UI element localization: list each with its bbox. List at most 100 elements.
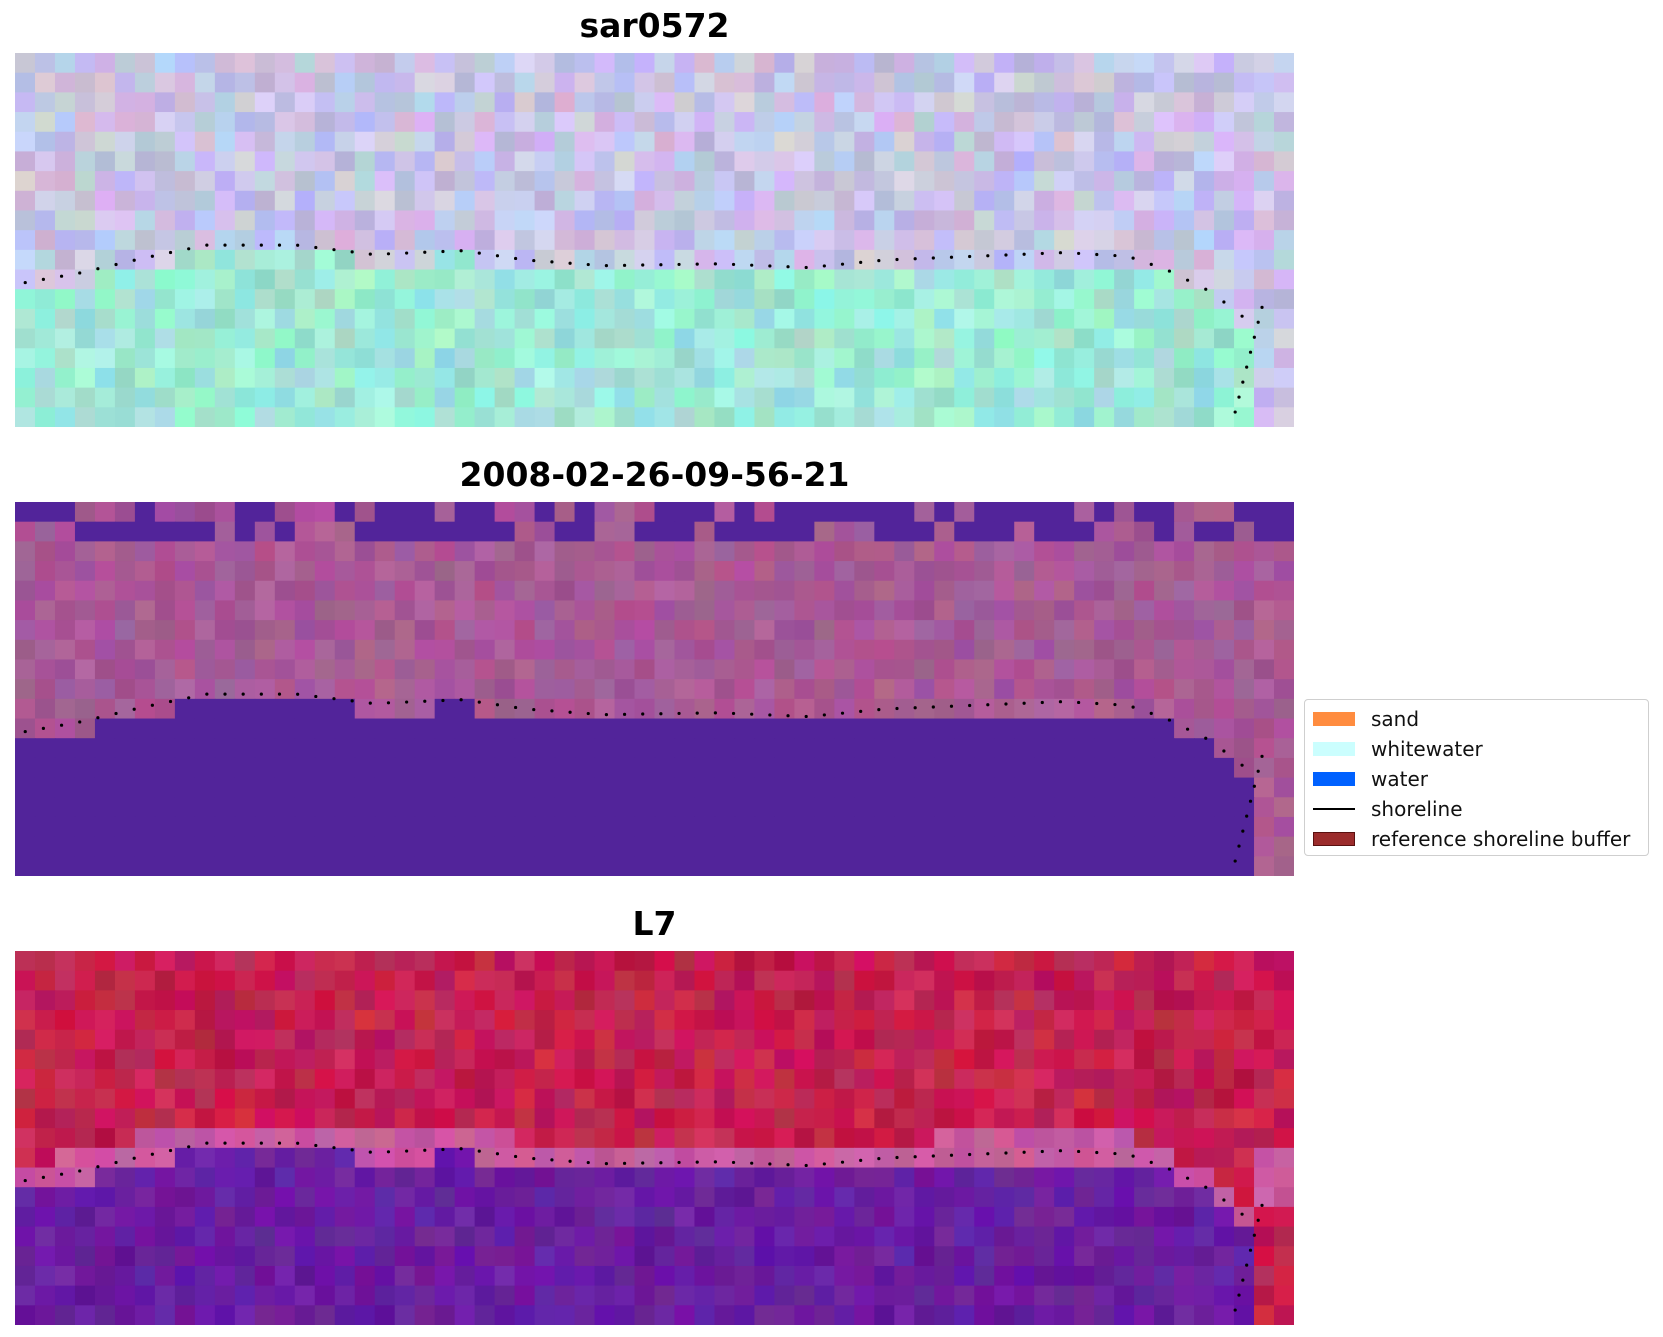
image-pixel bbox=[1034, 407, 1055, 427]
image-pixel bbox=[914, 1010, 935, 1031]
image-pixel bbox=[654, 289, 676, 310]
image-pixel bbox=[1234, 1147, 1255, 1169]
image-pixel bbox=[154, 112, 176, 133]
image-pixel bbox=[1234, 289, 1255, 310]
image-pixel bbox=[654, 659, 676, 680]
image-pixel bbox=[714, 970, 736, 991]
image-pixel bbox=[814, 502, 835, 523]
shoreline-dot bbox=[150, 1152, 154, 1156]
image-pixel bbox=[234, 249, 256, 271]
image-pixel bbox=[1194, 541, 1215, 562]
image-pixel bbox=[734, 151, 756, 172]
image-pixel bbox=[74, 639, 96, 661]
shoreline-dot bbox=[550, 260, 554, 264]
shoreline-dot bbox=[205, 692, 209, 696]
image-pixel bbox=[694, 407, 716, 427]
image-pixel bbox=[974, 561, 995, 582]
shoreline-dot bbox=[1095, 701, 1099, 706]
image-pixel bbox=[654, 269, 676, 290]
image-pixel bbox=[694, 797, 716, 818]
image-pixel bbox=[414, 757, 436, 779]
shoreline-dot bbox=[877, 1157, 881, 1161]
image-pixel bbox=[974, 836, 995, 857]
shoreline-dot bbox=[386, 252, 391, 256]
image-pixel bbox=[794, 1069, 815, 1090]
image-pixel bbox=[994, 131, 1015, 153]
image-pixel bbox=[1274, 698, 1294, 720]
image-pixel bbox=[1114, 777, 1135, 798]
image-pixel bbox=[1234, 856, 1255, 876]
image-pixel bbox=[1014, 289, 1035, 310]
image-pixel bbox=[594, 407, 616, 427]
image-pixel bbox=[494, 269, 516, 290]
image-pixel bbox=[934, 1305, 955, 1325]
image-pixel bbox=[514, 856, 536, 876]
image-pixel bbox=[674, 387, 696, 408]
image-pixel bbox=[494, 1147, 516, 1169]
image-pixel bbox=[1254, 718, 1275, 739]
image-pixel bbox=[574, 230, 596, 251]
image-pixel bbox=[434, 131, 456, 153]
image-pixel bbox=[1094, 1305, 1115, 1325]
image-pixel bbox=[394, 387, 416, 408]
image-pixel bbox=[1094, 718, 1115, 739]
image-pixel bbox=[534, 1285, 556, 1306]
image-pixel bbox=[534, 600, 556, 621]
image-pixel bbox=[914, 269, 935, 290]
image-pixel bbox=[674, 210, 696, 231]
shoreline-dot bbox=[1256, 320, 1260, 324]
image-pixel bbox=[15, 620, 36, 641]
image-pixel bbox=[894, 1265, 915, 1287]
image-pixel bbox=[574, 1167, 596, 1188]
image-pixel bbox=[274, 171, 296, 192]
image-pixel bbox=[1134, 836, 1155, 857]
image-pixel bbox=[1174, 990, 1195, 1011]
image-pixel bbox=[874, 1285, 895, 1306]
image-pixel bbox=[15, 951, 36, 972]
image-pixel bbox=[714, 561, 736, 582]
image-pixel bbox=[774, 112, 795, 133]
image-pixel bbox=[814, 131, 835, 153]
image-pixel bbox=[414, 1128, 436, 1149]
image-pixel bbox=[334, 580, 356, 602]
image-pixel bbox=[554, 620, 576, 641]
image-pixel bbox=[614, 249, 636, 271]
image-pixel bbox=[234, 1167, 256, 1188]
image-pixel bbox=[374, 718, 396, 739]
image-pixel bbox=[1014, 639, 1035, 661]
image-pixel bbox=[614, 990, 636, 1011]
image-pixel bbox=[114, 951, 136, 972]
shoreline-dot bbox=[1040, 251, 1044, 256]
image-pixel bbox=[514, 249, 536, 271]
image-pixel bbox=[534, 53, 556, 74]
image-pixel bbox=[554, 1128, 576, 1149]
image-pixel bbox=[454, 328, 476, 349]
image-pixel bbox=[374, 269, 396, 290]
image-pixel bbox=[534, 367, 556, 389]
image-pixel bbox=[574, 1108, 596, 1129]
image-pixel bbox=[414, 171, 436, 192]
image-pixel bbox=[714, 639, 736, 661]
image-pixel bbox=[634, 171, 656, 192]
image-pixel bbox=[294, 210, 316, 231]
image-pixel bbox=[1114, 387, 1135, 408]
shoreline-dot bbox=[840, 711, 845, 715]
image-pixel bbox=[94, 367, 116, 389]
shoreline-dot bbox=[768, 1162, 772, 1166]
image-pixel bbox=[914, 679, 935, 700]
image-pixel bbox=[1014, 502, 1035, 523]
image-pixel bbox=[1114, 1246, 1135, 1267]
shoreline-dot bbox=[1256, 769, 1260, 773]
image-pixel bbox=[114, 92, 136, 113]
image-pixel bbox=[414, 1147, 436, 1169]
image-pixel bbox=[234, 836, 256, 857]
image-pixel bbox=[734, 1069, 756, 1090]
image-pixel bbox=[714, 856, 736, 876]
image-pixel bbox=[974, 1010, 995, 1031]
image-pixel bbox=[694, 1187, 716, 1208]
image-pixel bbox=[454, 131, 476, 153]
image-pixel bbox=[574, 659, 596, 680]
image-pixel bbox=[114, 1010, 136, 1031]
image-pixel bbox=[234, 856, 256, 876]
image-pixel bbox=[574, 1029, 596, 1051]
